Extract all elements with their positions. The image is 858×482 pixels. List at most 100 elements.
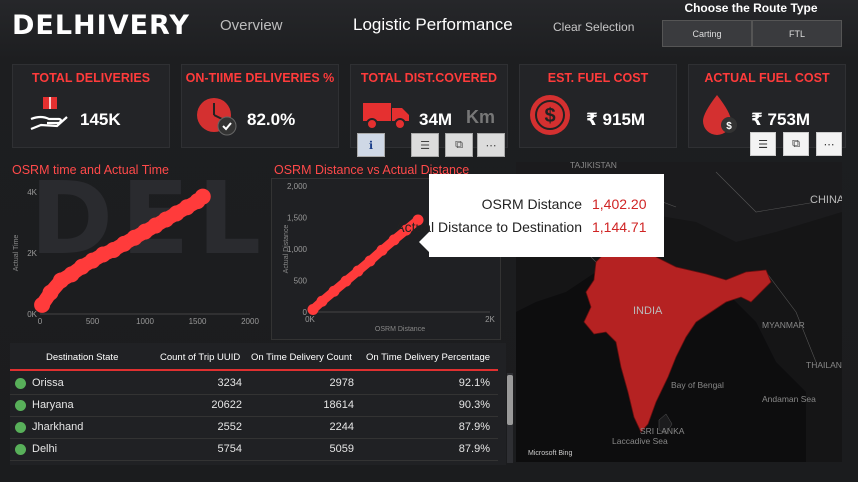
cell-trips: 3234 <box>217 377 242 389</box>
col-destination-state[interactable]: Destination State <box>46 352 119 363</box>
scatter-chart-distance: 0K 2K 0 500 1,000 1,500 2,000 Actual Distance OS… <box>283 182 496 333</box>
kpi-title: TOTAL DIST.COVERED <box>360 71 498 85</box>
scatter-point[interactable] <box>42 284 59 301</box>
cell-pct: 90.3% <box>458 399 490 411</box>
kpi-total-distance: TOTAL DIST.COVERED 34M Km <box>350 64 508 148</box>
x-tick-label: 0K <box>305 315 315 324</box>
filter-icon[interactable]: ☰ <box>411 133 439 157</box>
table-row[interactable]: Orissa 3234 2978 92.1% <box>10 373 498 395</box>
col-ontime-pct[interactable]: On Time Delivery Percentage <box>366 352 491 363</box>
cell-pct: 87.9% <box>458 421 490 433</box>
map-label-bay-of-bengal: Bay of Bengal <box>671 380 724 390</box>
cell-state: Orissa <box>32 377 64 389</box>
scatter-point[interactable] <box>340 275 352 287</box>
status-dot-icon <box>15 378 26 389</box>
y-tick-label: 0K <box>27 310 37 319</box>
map-label-tajikistan: TAJIKISTAN <box>570 162 617 170</box>
scatter-point[interactable] <box>34 296 51 313</box>
clear-selection-button[interactable]: Clear Selection <box>553 20 635 34</box>
x-tick-label: 1500 <box>189 317 207 326</box>
table-header: Destination State Count of Trip UUID On … <box>10 343 498 371</box>
kpi-title: ON-TIIME DELIVERIES % <box>185 71 335 85</box>
focus-mode-icon[interactable]: ⧉ <box>445 133 473 157</box>
scatter-point[interactable] <box>328 285 340 297</box>
scatter-point[interactable] <box>388 234 400 246</box>
scatter-point[interactable] <box>412 214 424 226</box>
map-label-india: INDIA <box>633 305 663 317</box>
y-tick-label: 2,000 <box>287 182 308 191</box>
kpi-est-fuel-cost: EST. FUEL COST $ ₹ 915M <box>519 64 677 148</box>
scatter-point[interactable] <box>376 244 388 256</box>
info-icon[interactable]: ℹ <box>357 133 385 157</box>
cell-trips: 2552 <box>217 421 242 433</box>
table-row[interactable]: Delhi 5754 5059 87.9% <box>10 439 498 461</box>
truck-icon <box>363 103 409 130</box>
x-tick-label: 0 <box>38 317 43 326</box>
cell-ontime: 5059 <box>329 443 354 455</box>
cell-state: Jharkhand <box>32 421 84 433</box>
kpi-value: 82.0% <box>247 110 296 129</box>
tooltip: OSRM Distance 1,402.20 Actual Distance t… <box>395 174 664 257</box>
nav-overview[interactable]: Overview <box>220 17 283 34</box>
kpi-value: ₹ 915M <box>586 110 646 129</box>
y-tick-label: 0 <box>303 308 308 317</box>
status-dot-icon <box>15 400 26 411</box>
cell-state: Delhi <box>32 443 58 455</box>
svg-text:$: $ <box>544 105 555 127</box>
kpi-title: TOTAL DELIVERIES <box>31 71 151 85</box>
cell-ontime: 2244 <box>329 421 354 433</box>
map-filter-icon[interactable]: ☰ <box>750 132 776 156</box>
cell-trips: 5754 <box>217 443 242 455</box>
y-axis-label: Actual Distance <box>283 225 290 274</box>
y-tick-label: 1,000 <box>287 245 308 254</box>
scatter-point[interactable] <box>352 265 364 277</box>
table-scrollbar[interactable] <box>507 373 513 463</box>
cell-ontime: 18614 <box>323 399 354 411</box>
kpi-total-deliveries: TOTAL DELIVERIES 145K <box>12 64 170 148</box>
scatter-point[interactable] <box>194 188 211 205</box>
col-trip-count[interactable]: Count of Trip UUID <box>160 352 241 363</box>
kpi-value: 34M <box>419 110 453 129</box>
col-ontime-count[interactable]: On Time Delivery Count <box>251 352 352 363</box>
cell-ontime: 2978 <box>329 377 354 389</box>
y-tick-label: 4K <box>27 188 37 197</box>
more-options-icon[interactable]: ⋯ <box>477 133 505 157</box>
state-table: Destination State Count of Trip UUID On … <box>10 343 513 465</box>
tooltip-label: OSRM Distance <box>481 196 582 212</box>
map-more-icon[interactable]: ⋯ <box>816 132 842 156</box>
clock-icon <box>197 98 237 136</box>
status-dot-icon <box>15 444 26 455</box>
kpi-unit: Km <box>466 107 496 127</box>
x-tick-label: 500 <box>86 317 100 326</box>
x-axis-label: OSRM Distance <box>375 326 425 333</box>
kpi-title: EST. FUEL COST <box>547 71 649 85</box>
cell-trips: 20622 <box>211 399 242 411</box>
kpi-value: 145K <box>80 110 121 129</box>
cell-pct: 87.9% <box>458 443 490 455</box>
tooltip-arrow <box>419 232 429 252</box>
scatter-point[interactable] <box>307 303 319 315</box>
table-row[interactable]: Haryana 20622 18614 90.3% <box>10 395 498 417</box>
route-option-carting[interactable]: Carting <box>662 20 752 47</box>
cell-pct: 92.1% <box>458 377 490 389</box>
kpi-value: ₹ 753M <box>751 110 811 129</box>
scatter-point[interactable] <box>316 295 328 307</box>
scatter-point[interactable] <box>364 255 376 267</box>
status-dot-icon <box>15 422 26 433</box>
nav-logistic-performance[interactable]: Logistic Performance <box>353 15 513 34</box>
map-label-sri-lanka: SRI LANKA <box>640 426 685 436</box>
route-option-ftl[interactable]: FTL <box>752 20 842 47</box>
chart1-title: OSRM time and Actual Time <box>12 163 170 177</box>
map-label-andaman-sea: Andaman Sea <box>762 394 816 404</box>
x-tick-label: 1000 <box>136 317 154 326</box>
route-type-title: Choose the Route Type <box>684 1 818 15</box>
scatter-point[interactable] <box>400 224 412 236</box>
kpi-on-time-deliveries: ON-TIIME DELIVERIES % 82.0% <box>181 64 339 148</box>
table-row[interactable]: Jharkhand 2552 2244 87.9% <box>10 417 498 439</box>
map-label-thailand: THAILAND <box>806 360 842 370</box>
map-label-china: CHINA <box>810 194 842 206</box>
x-tick-label: 2000 <box>241 317 259 326</box>
map-focus-icon[interactable]: ⧉ <box>783 132 809 156</box>
scroll-thumb[interactable] <box>507 375 513 425</box>
